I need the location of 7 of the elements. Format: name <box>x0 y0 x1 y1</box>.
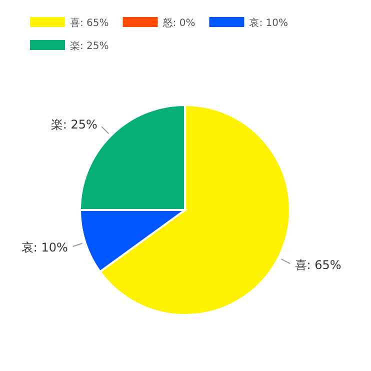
legend-label: 哀: 10% <box>249 17 288 29</box>
data-label: 喜: 65% <box>294 258 342 272</box>
legend-label: 楽: 25% <box>70 40 109 52</box>
data-label: 哀: 10% <box>21 240 68 254</box>
legend-label: 怒: 0% <box>162 17 196 29</box>
legend-label: 喜: 65% <box>70 17 109 29</box>
data-label: 楽: 25% <box>50 117 98 132</box>
